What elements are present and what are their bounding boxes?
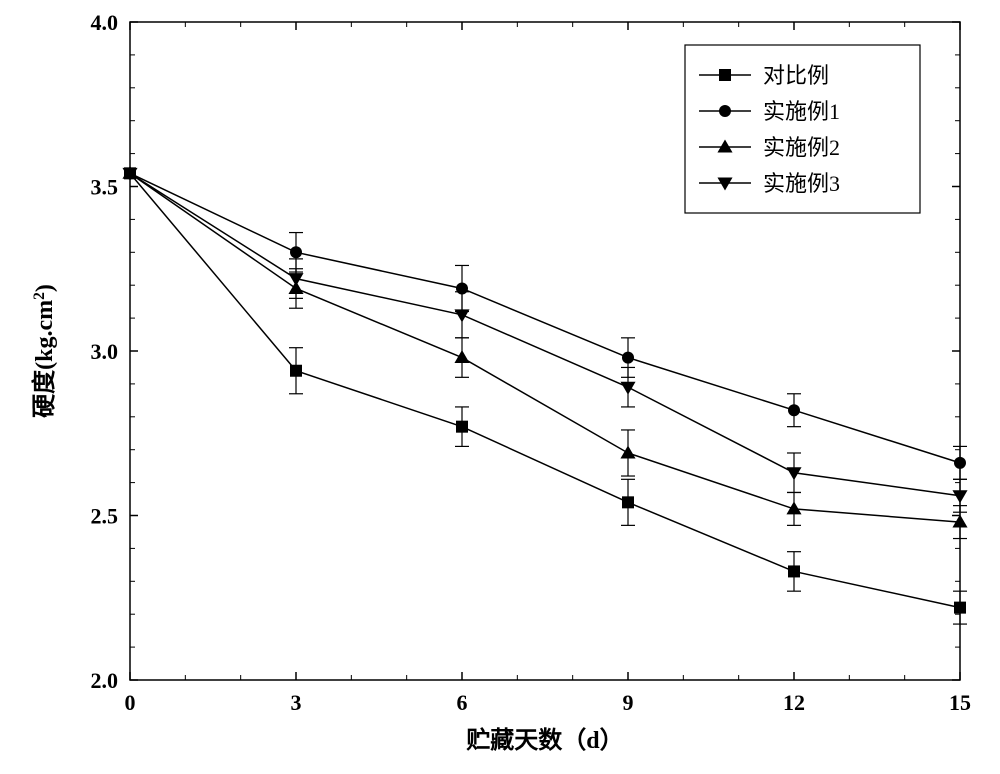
marker-circle: [954, 457, 966, 469]
chart-container: 0 3 6 9 12 15 2.0 2.5 3.0 3.5 4.0 贮藏天数（d） 硬度(kg.cm2)…: [0, 0, 1000, 774]
marker-triangle-down: [952, 490, 967, 503]
series: [124, 167, 967, 624]
marker-circle: [788, 404, 800, 416]
y-tick-label: 3.0: [91, 339, 119, 364]
legend-label: 实施例2: [763, 135, 840, 160]
marker-circle: [290, 246, 302, 258]
y-tick-label: 2.0: [91, 668, 119, 693]
marker-square: [290, 365, 302, 377]
marker-square: [788, 565, 800, 577]
legend-label: 实施例3: [763, 171, 840, 196]
legend-label: 实施例1: [763, 99, 840, 124]
marker-square: [622, 496, 634, 508]
y-tick-label: 4.0: [91, 10, 119, 35]
series: [122, 166, 967, 539]
marker-square: [954, 602, 966, 614]
marker-triangle-down: [454, 309, 469, 322]
marker-square: [456, 421, 468, 433]
y-tick-label: 2.5: [91, 504, 119, 529]
x-tick-label: 12: [783, 690, 805, 715]
series-line: [130, 173, 960, 463]
line-chart: 0 3 6 9 12 15 2.0 2.5 3.0 3.5 4.0 贮藏天数（d） 硬度(kg.cm2)…: [0, 0, 1000, 774]
marker-circle: [622, 352, 634, 364]
x-tick-label: 0: [125, 690, 136, 715]
x-axis-label: 贮藏天数（d）: [465, 727, 623, 754]
x-tick-label: 15: [949, 690, 971, 715]
series: [122, 168, 967, 512]
x-tick-label: 3: [291, 690, 302, 715]
series-line: [130, 173, 960, 495]
y-tick-label: 3.5: [91, 175, 119, 200]
marker-triangle-up: [620, 445, 635, 458]
x-tick-label: 6: [457, 690, 468, 715]
marker-triangle-up: [454, 350, 469, 363]
y-axis-label: 硬度(kg.cm2): [30, 284, 58, 418]
marker-triangle-down: [620, 382, 635, 395]
marker-circle: [719, 105, 731, 117]
series-line: [130, 173, 960, 607]
x-tick-label: 9: [623, 690, 634, 715]
marker-square: [719, 69, 731, 81]
series-line: [130, 173, 960, 522]
series: [124, 167, 967, 479]
legend-label: 对比例: [763, 63, 829, 88]
